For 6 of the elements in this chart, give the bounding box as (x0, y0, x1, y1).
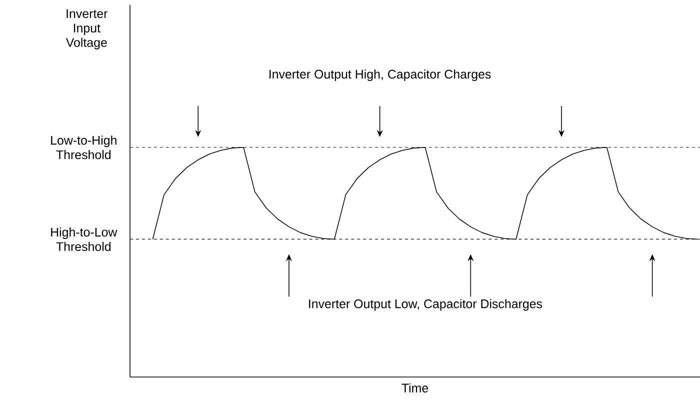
annotation: Inverter Output Low, Capacitor Discharges (309, 299, 542, 311)
text: Inverter Output High, Capacitor Charges (270, 69, 491, 82)
x-axis-title: Time (402, 383, 428, 392)
text: Inverter Input Voltage (66, 9, 108, 50)
ref-line-label: Low-to-High Threshold (51, 136, 116, 160)
ref-line-label: High-to-Low Threshold (51, 227, 118, 252)
